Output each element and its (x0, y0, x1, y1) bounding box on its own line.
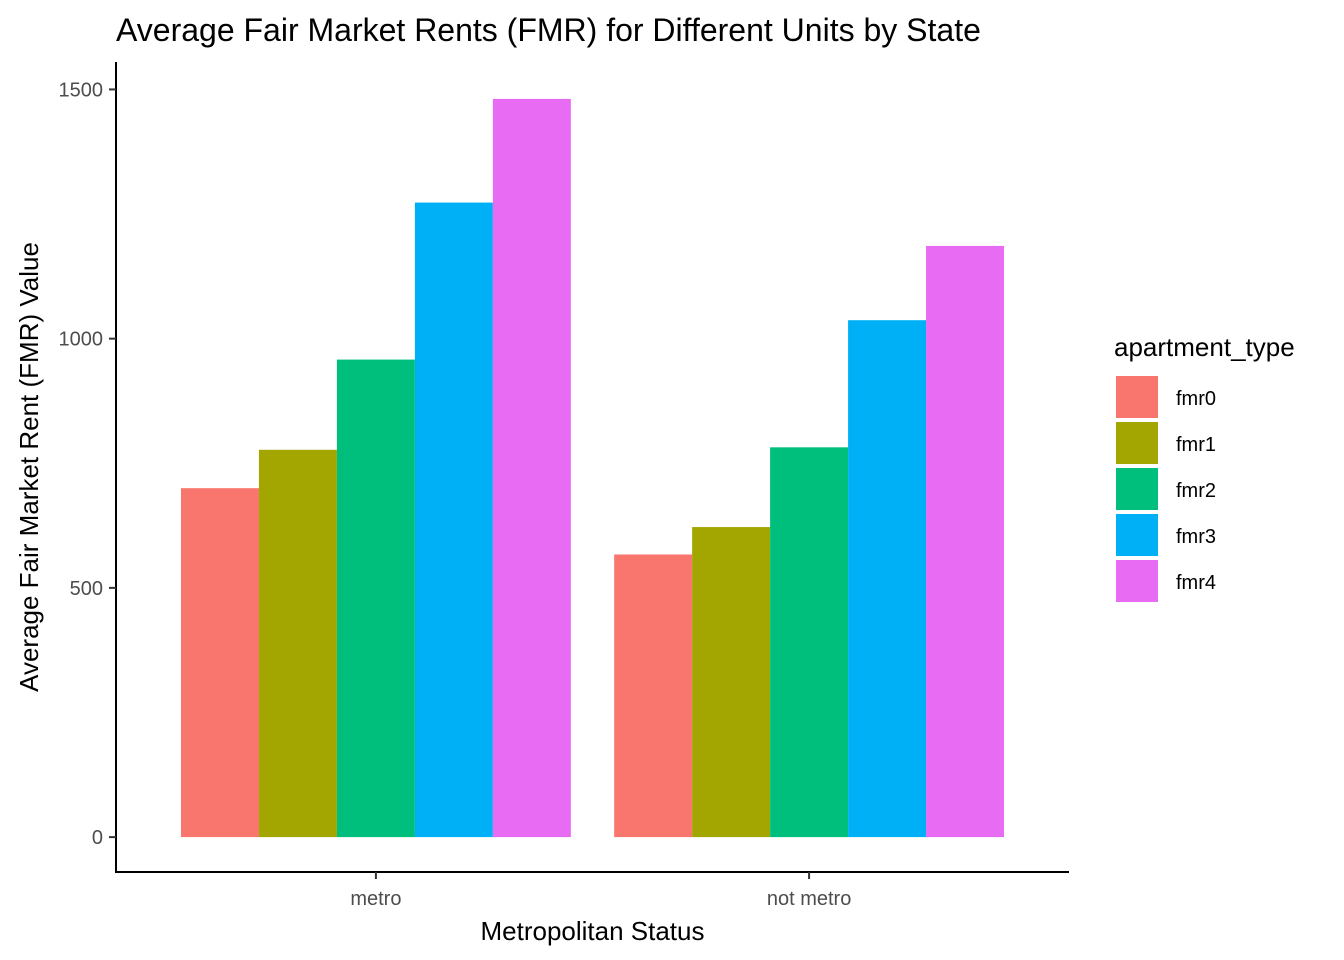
y-axis-ticks: 0 500 1000 1500 (59, 79, 116, 849)
y-tick-label: 500 (70, 578, 103, 600)
bar-fmr3-metro (414, 202, 493, 838)
bar-fmr4-not-metro (926, 245, 1005, 838)
legend: apartment_type fmr0 fmr1 fmr2 fmr3 fmr4 (1114, 332, 1295, 602)
legend-label-fmr1: fmr1 (1176, 434, 1216, 456)
bar-fmr2-not-metro (770, 447, 849, 838)
legend-label-fmr0: fmr0 (1176, 388, 1216, 410)
chart-title: Average Fair Market Rents (FMR) for Diff… (116, 12, 981, 48)
bar-fmr0-not-metro (614, 554, 693, 838)
legend-key-fmr0 (1116, 376, 1158, 418)
bar-fmr2-metro (336, 359, 415, 838)
legend-label-fmr2: fmr2 (1176, 480, 1216, 502)
legend-key-fmr2 (1116, 468, 1158, 510)
bar-fmr1-metro (258, 449, 337, 838)
legend-label-fmr3: fmr3 (1176, 526, 1216, 548)
x-axis-title: Metropolitan Status (480, 916, 704, 946)
bar-fmr0-metro (180, 488, 259, 838)
y-tick-label: 0 (92, 827, 103, 849)
legend-key-fmr3 (1116, 514, 1158, 556)
x-axis-ticks: metro not metro (350, 872, 851, 910)
y-tick-label: 1000 (59, 329, 104, 351)
legend-title: apartment_type (1114, 332, 1295, 362)
x-tick-label: metro (350, 888, 401, 910)
legend-key-fmr1 (1116, 422, 1158, 464)
legend-key-fmr4 (1116, 560, 1158, 602)
legend-label-fmr4: fmr4 (1176, 572, 1216, 594)
y-tick-label: 1500 (59, 79, 104, 101)
x-tick-label: not metro (767, 888, 851, 910)
bars-group (180, 98, 1005, 838)
y-axis-title: Average Fair Market Rent (FMR) Value (14, 242, 44, 692)
bar-fmr3-not-metro (848, 320, 927, 838)
bar-fmr4-metro (492, 98, 571, 838)
bar-fmr1-not-metro (692, 527, 771, 838)
